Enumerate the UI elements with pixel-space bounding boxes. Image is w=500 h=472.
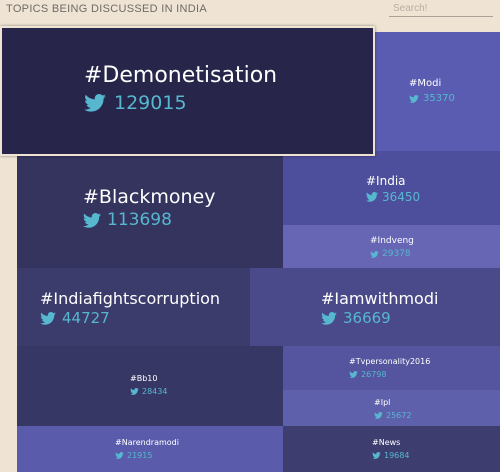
topic-label: #Iamwithmodi <box>321 289 439 308</box>
twitter-icon <box>321 311 337 325</box>
topic-label: #Tvpersonality2016 <box>349 357 431 366</box>
tweet-count-row: 26798 <box>349 370 386 379</box>
topic-tile-demonetisation[interactable]: #Demonetisation 129015 <box>0 26 375 156</box>
tweet-count: 113698 <box>107 210 172 230</box>
topic-tile-india[interactable]: #India 36450 <box>283 151 500 225</box>
topic-label: #Demonetisation <box>84 63 278 88</box>
tweet-count: 25672 <box>386 411 412 420</box>
header: TOPICS BEING DISCUSSED IN INDIA <box>0 0 500 24</box>
tweet-count-row: 19684 <box>372 451 409 460</box>
topic-tile-blackmoney[interactable]: #Blackmoney 113698 <box>17 156 283 268</box>
tweet-count-row: 129015 <box>84 92 187 114</box>
twitter-icon <box>370 250 379 258</box>
tweet-count: 36669 <box>343 309 391 327</box>
twitter-icon <box>409 94 419 103</box>
tweet-count-row: 28434 <box>130 387 167 396</box>
tweet-count-row: 44727 <box>40 309 110 327</box>
tweet-count-row: 21915 <box>115 451 152 460</box>
tweet-count: 35370 <box>423 93 455 104</box>
topic-label: #Indiafightscorruption <box>40 289 221 308</box>
topic-label: #Modi <box>409 78 442 89</box>
topic-tile-indveng[interactable]: #Indveng 29378 <box>283 225 500 268</box>
twitter-icon <box>372 452 381 459</box>
topic-label: #Narendramodi <box>115 438 179 447</box>
twitter-icon <box>84 94 106 112</box>
twitter-icon <box>115 452 124 459</box>
tweet-count: 28434 <box>142 387 168 396</box>
tweet-count: 21915 <box>127 451 153 460</box>
topic-label: #News <box>372 438 401 447</box>
tweet-count: 44727 <box>62 309 110 327</box>
topic-tile-iamwithmodi[interactable]: #Iamwithmodi 36669 <box>250 268 500 346</box>
search-input[interactable] <box>389 1 493 17</box>
topic-label: #India <box>366 174 406 188</box>
tweet-count: 26798 <box>361 370 387 379</box>
twitter-icon <box>40 311 56 325</box>
topic-tile-indiafightscorruption[interactable]: #Indiafightscorruption 44727 <box>17 268 250 346</box>
tweet-count-row: 113698 <box>83 210 172 230</box>
tweet-count: 29378 <box>382 249 411 259</box>
topic-tile-bb10[interactable]: #Bb10 28434 <box>17 346 283 426</box>
tweet-count: 19684 <box>384 451 410 460</box>
twitter-icon <box>349 371 358 378</box>
topic-tile-news[interactable]: #News 19684 <box>283 426 500 472</box>
topic-label: #Bb10 <box>130 374 158 383</box>
twitter-icon <box>130 388 139 395</box>
treemap: #Modi 35370 #Blackmoney 113698 #India 36… <box>0 24 500 472</box>
tweet-count: 36450 <box>382 190 421 204</box>
tweet-count-row: 36669 <box>321 309 391 327</box>
topic-label: #Indveng <box>370 236 414 246</box>
topic-label: #Blackmoney <box>83 186 216 208</box>
page-title: TOPICS BEING DISCUSSED IN INDIA <box>6 3 208 15</box>
twitter-icon <box>374 412 383 419</box>
topic-tile-modi[interactable]: #Modi 35370 <box>375 32 500 151</box>
topic-tile-ipl[interactable]: #Ipl 25672 <box>283 390 500 426</box>
tweet-count: 129015 <box>114 92 187 114</box>
tweet-count-row: 29378 <box>370 249 411 259</box>
topic-tile-narendramodi[interactable]: #Narendramodi 21915 <box>17 426 283 472</box>
twitter-icon <box>366 192 378 202</box>
tweet-count-row: 35370 <box>409 93 455 104</box>
topic-tile-tvpersonality2016[interactable]: #Tvpersonality2016 26798 <box>283 346 500 390</box>
tweet-count-row: 36450 <box>366 190 420 204</box>
tweet-count-row: 25672 <box>374 411 411 420</box>
topic-label: #Ipl <box>374 398 391 407</box>
twitter-icon <box>83 212 101 228</box>
